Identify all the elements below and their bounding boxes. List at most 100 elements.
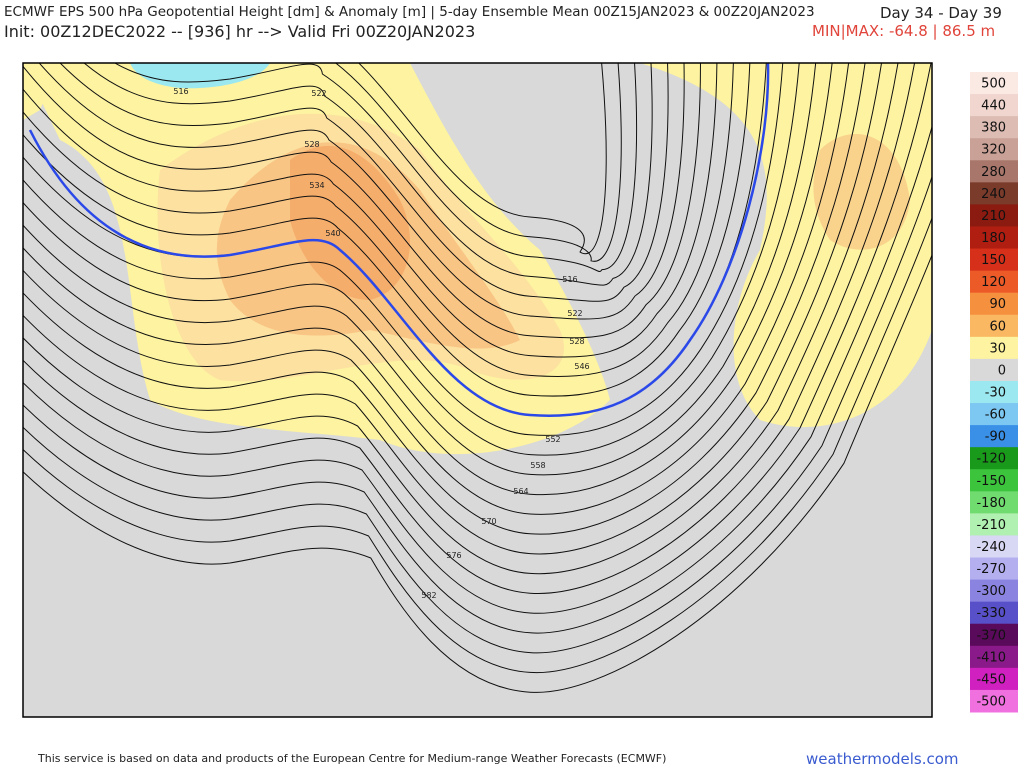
contour-line <box>23 63 784 436</box>
colorbar-label: 380 <box>981 121 1006 136</box>
contour-line <box>83 63 653 286</box>
colorbar-swatch <box>970 226 1018 250</box>
contour-label: 534 <box>309 181 324 190</box>
colorbar-label: -120 <box>976 452 1006 467</box>
title: ECMWF EPS 500 hPa Geopotential Height [d… <box>4 4 815 20</box>
colorbar-label: 320 <box>981 143 1006 158</box>
map-area: 516 522 528 534 540 516 522 528 546 552 558 564 570 5… <box>23 63 932 717</box>
colorbar-swatch <box>970 689 1018 713</box>
colorbar-swatch <box>970 160 1018 183</box>
anomaly-negative <box>130 63 270 89</box>
anomaly-positive <box>813 134 910 250</box>
contour-line <box>23 63 932 614</box>
contour-line <box>357 63 607 255</box>
contour-label: 516 <box>173 87 188 96</box>
contour-line <box>23 63 718 358</box>
colorbar-label: 280 <box>981 165 1006 180</box>
colorbar-swatch <box>970 425 1018 448</box>
colorbar-swatch <box>970 204 1018 227</box>
contour-line <box>23 63 701 339</box>
contour-line <box>38 63 685 320</box>
colorbar-label: 150 <box>981 253 1006 268</box>
colorbar-label: 0 <box>998 363 1006 378</box>
contour-label: 528 <box>569 337 584 346</box>
colorbar-swatch <box>970 601 1018 625</box>
colorbar-label: 120 <box>981 275 1006 290</box>
contour-line <box>23 63 850 515</box>
colorbar-swatch <box>970 248 1018 272</box>
colorbar-swatch <box>970 380 1018 404</box>
contour-label: 570 <box>481 517 496 526</box>
contour-line <box>334 63 622 262</box>
colorbar-swatch <box>970 94 1018 117</box>
colorbar-label: 30 <box>989 341 1006 356</box>
contour-line <box>23 63 734 377</box>
colorbar-label: 180 <box>981 231 1006 246</box>
contour-line <box>23 124 932 634</box>
colorbar-label: 440 <box>981 99 1006 114</box>
map-frame <box>22 62 933 718</box>
colorbar-swatch <box>970 358 1018 382</box>
colorbar-swatch <box>970 72 1018 95</box>
colorbar-label: -270 <box>976 562 1006 577</box>
colorbar-swatch <box>970 491 1018 514</box>
colorbar-label: 500 <box>981 77 1006 92</box>
colorbar-swatch <box>970 667 1018 691</box>
colorbar-swatch <box>970 336 1018 360</box>
colorbar-swatch <box>970 138 1018 161</box>
contour-label: 522 <box>311 89 326 98</box>
site: weathermodels.com <box>806 750 959 768</box>
colorbar-label: -300 <box>976 584 1006 599</box>
colorbar-swatch <box>970 182 1018 205</box>
contour-line <box>23 63 899 575</box>
contour-line <box>23 63 817 476</box>
colorbar-swatch <box>970 579 1018 603</box>
contour-line <box>59 63 669 302</box>
contour-line <box>23 63 800 456</box>
contour-label: 546 <box>574 362 589 371</box>
colorbar-label: 60 <box>989 319 1006 334</box>
init: Init: 00Z12DEC2022 -- [936] hr --> Valid… <box>4 22 476 41</box>
colorbar-label: -240 <box>976 540 1006 555</box>
anomaly-positive <box>290 145 410 300</box>
colorbar-label: -370 <box>976 628 1006 643</box>
colorbar-label: -410 <box>976 650 1006 665</box>
contour-label: 564 <box>513 487 528 496</box>
540-contour <box>28 63 770 417</box>
colorbar-label: -30 <box>985 386 1006 401</box>
colorbar-swatch <box>970 469 1018 492</box>
colorbar-swatch <box>970 292 1018 316</box>
contour-label: 558 <box>530 461 545 470</box>
colorbar-swatch <box>970 314 1018 338</box>
colorbar-label: -330 <box>976 606 1006 621</box>
colorbar-label: 90 <box>989 297 1006 312</box>
colorbar-label: -500 <box>976 694 1006 709</box>
colorbar-swatch <box>970 623 1018 647</box>
contour-label: 552 <box>545 435 560 444</box>
colorbar-label: -450 <box>976 672 1006 687</box>
contour-label: 522 <box>567 309 582 318</box>
colorbar-label: -150 <box>976 474 1006 489</box>
days: Day 34 - Day 39 <box>880 4 1002 22</box>
contour-label: 516 <box>562 275 577 284</box>
colorbar-swatch <box>970 403 1018 426</box>
colorbar-swatch <box>970 535 1018 559</box>
contour-label: 582 <box>421 591 436 600</box>
contour-line <box>23 253 932 693</box>
colorbar-swatch <box>970 447 1018 470</box>
contour-line <box>23 63 866 535</box>
colorbar-label: -210 <box>976 518 1006 533</box>
colorbar-swatch <box>970 557 1018 581</box>
contour-label: 540 <box>325 229 340 238</box>
colorbar-swatch <box>970 513 1018 536</box>
colorbar-swatch <box>970 116 1018 139</box>
contour-label: 528 <box>304 140 319 149</box>
contour-line <box>23 63 751 397</box>
colorbar-swatch <box>970 270 1018 294</box>
colorbar: 500 440 380 320 280 240 210 180 150 120 90 60 30 0 -30… <box>970 72 1018 713</box>
contour-line <box>23 175 932 654</box>
colorbar-swatch <box>970 645 1018 669</box>
credit: This service is based on data and produc… <box>37 752 666 765</box>
